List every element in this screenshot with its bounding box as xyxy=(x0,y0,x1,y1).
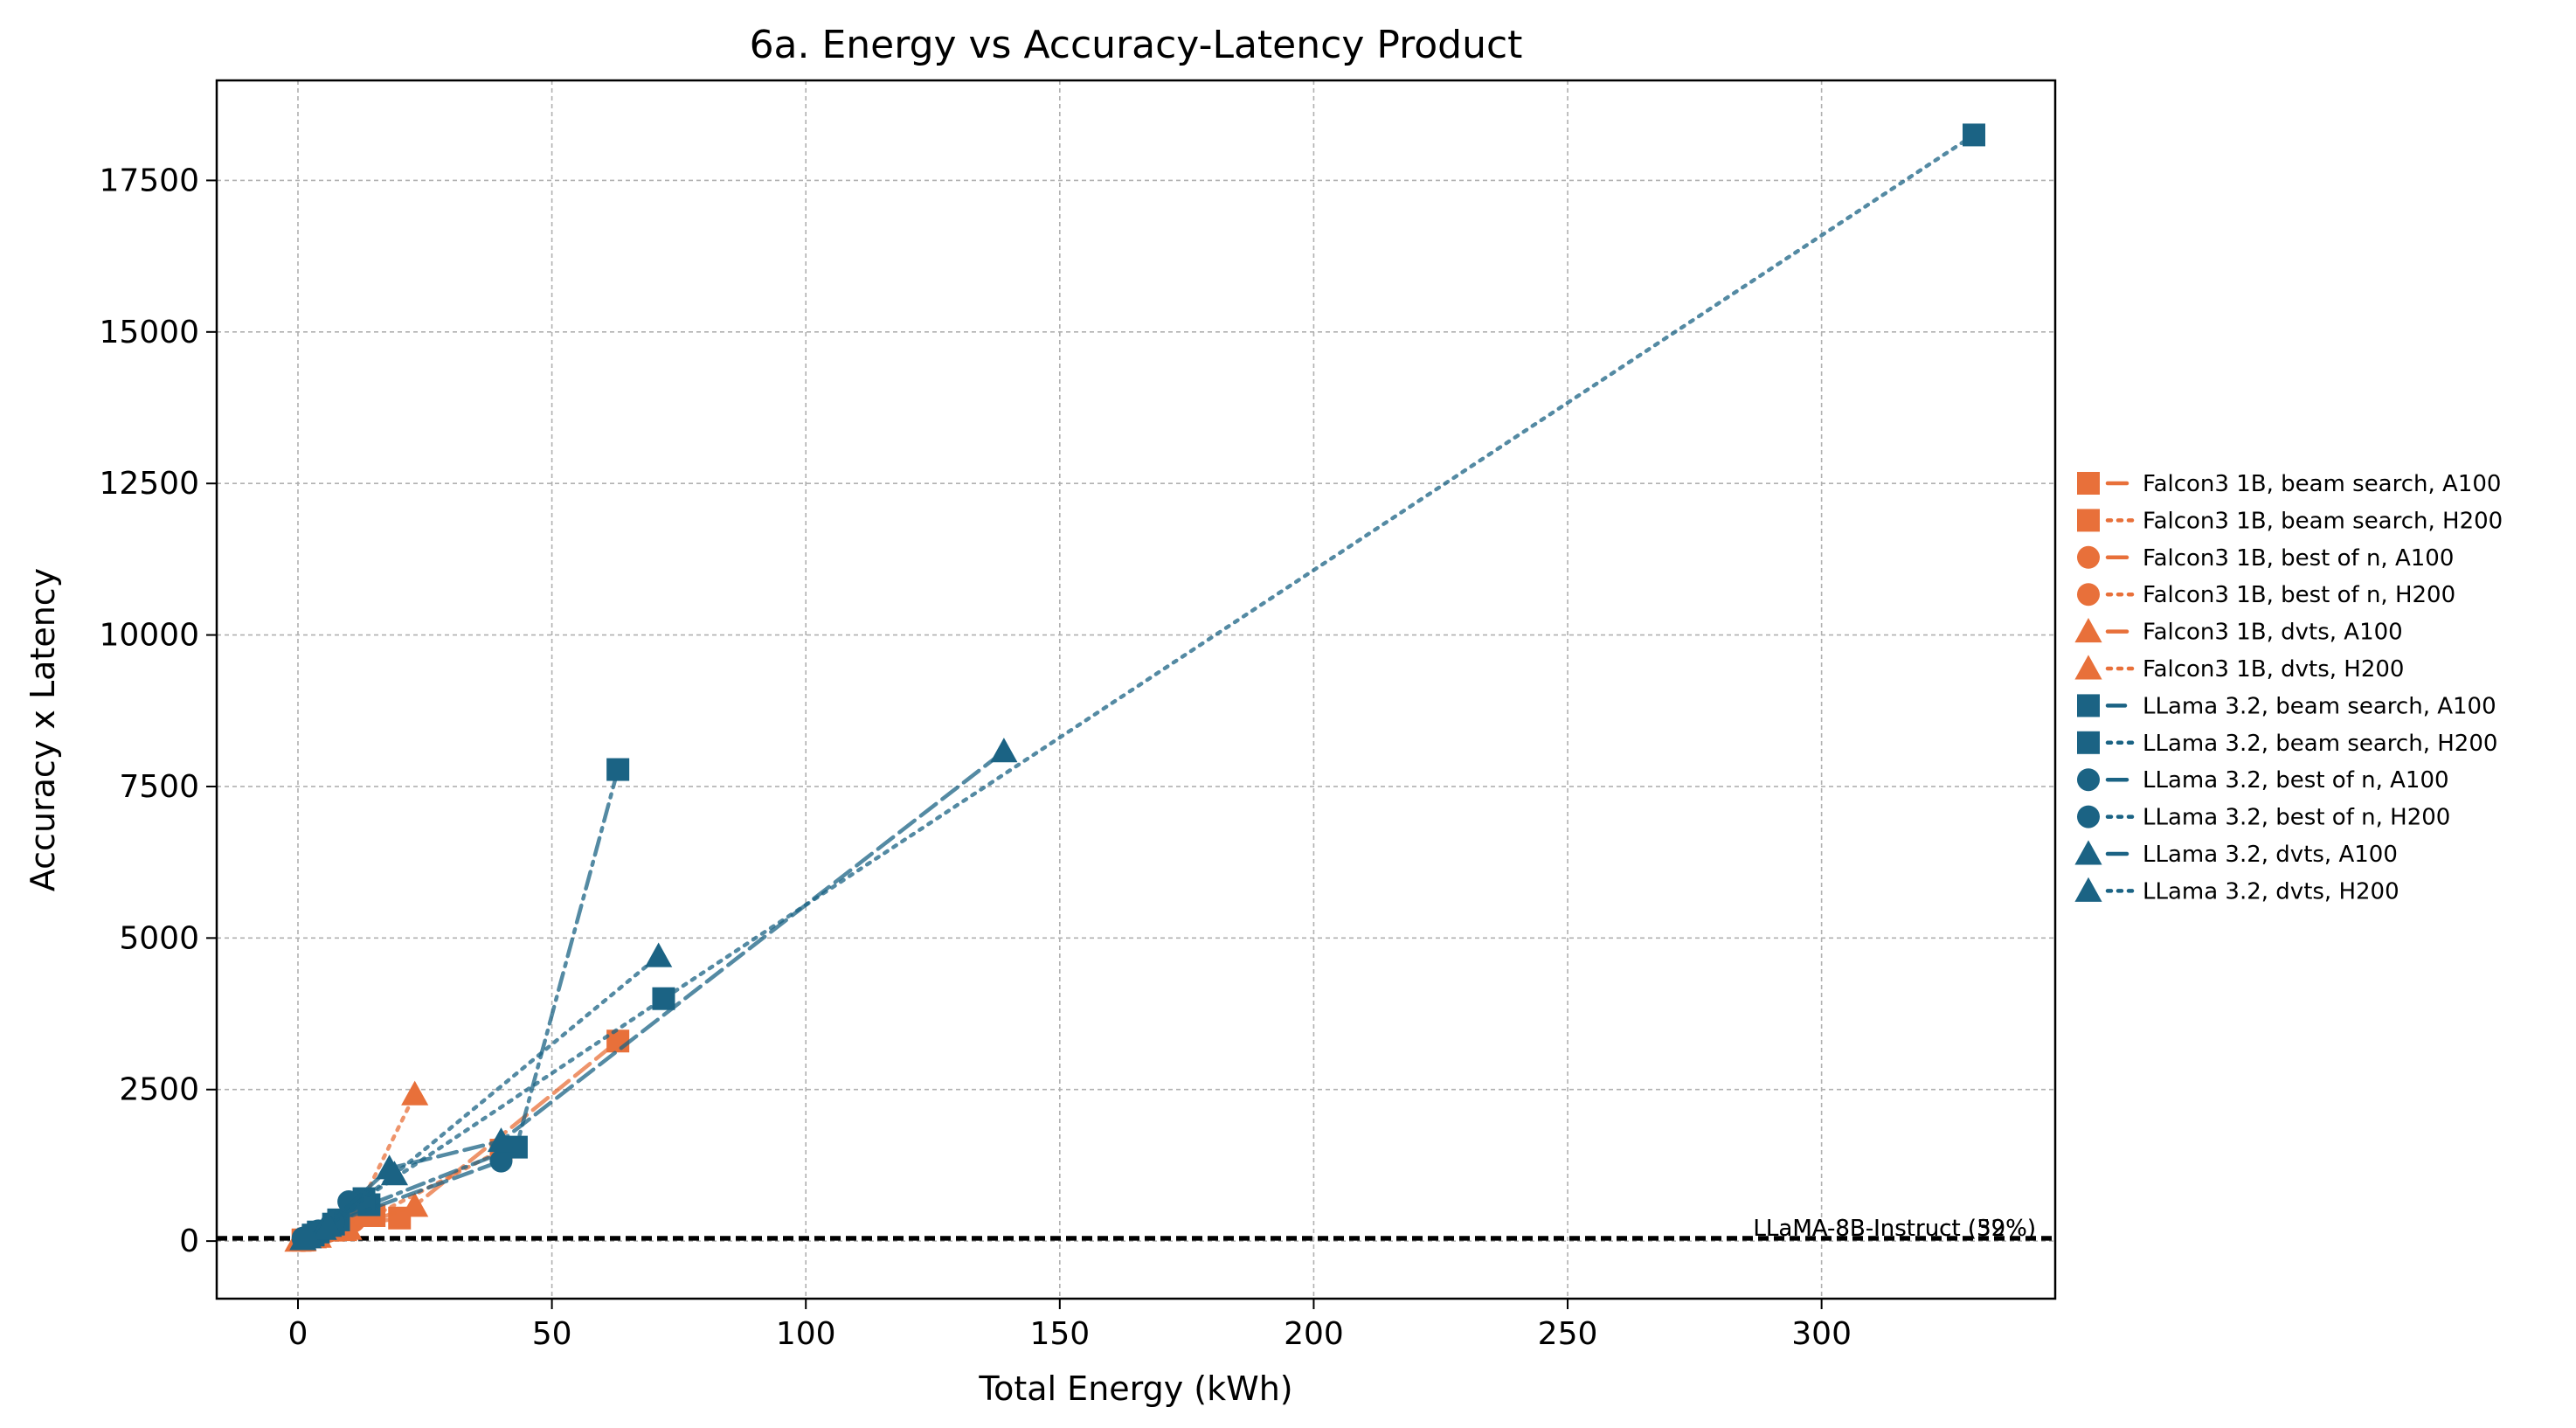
legend-label: Falcon3 1B, dvts, H200 xyxy=(2143,656,2404,683)
legend-label: LLama 3.2, beam search, H200 xyxy=(2143,731,2497,757)
data-point xyxy=(606,1029,630,1053)
y-tick-label: 7500 xyxy=(119,769,199,805)
data-point xyxy=(2077,472,2100,495)
legend-entry: LLama 3.2, dvts, A100 xyxy=(2074,840,2398,868)
x-tick-label: 250 xyxy=(1538,1316,1598,1352)
y-axis-title: Accuracy x Latency xyxy=(24,568,62,891)
data-point xyxy=(380,1161,409,1186)
y-tick-label: 12500 xyxy=(99,466,199,502)
legend-label: LLama 3.2, dvts, H200 xyxy=(2143,878,2399,905)
series-group xyxy=(294,942,673,1249)
plot-frame xyxy=(215,79,2057,1300)
data-point xyxy=(2077,583,2100,607)
data-point xyxy=(2074,655,2102,680)
x-tick-label: 50 xyxy=(532,1316,572,1352)
y-tick-label: 2500 xyxy=(119,1072,199,1108)
data-point xyxy=(337,1190,361,1214)
legend-entry: Falcon3 1B, beam search, H200 xyxy=(2077,508,2503,534)
series-group xyxy=(307,123,1986,1244)
data-point xyxy=(2077,694,2100,717)
legend-entry: LLama 3.2, beam search, A100 xyxy=(2077,693,2496,719)
x-tick-label: 0 xyxy=(288,1316,308,1352)
grid xyxy=(217,80,2055,1299)
data-point xyxy=(606,758,630,781)
legend-entry: Falcon3 1B, best of n, H200 xyxy=(2077,582,2455,608)
chart-title: 6a. Energy vs Accuracy-Latency Product xyxy=(750,23,1523,67)
legend-label: Falcon3 1B, beam search, A100 xyxy=(2143,471,2501,497)
data-point xyxy=(652,987,675,1010)
y-tick-label: 15000 xyxy=(99,315,199,350)
legend-label: Falcon3 1B, best of n, A100 xyxy=(2143,545,2454,572)
data-point xyxy=(401,1192,429,1217)
y-tick-label: 0 xyxy=(179,1224,199,1259)
data-point xyxy=(401,1080,429,1106)
legend-label: Falcon3 1B, beam search, H200 xyxy=(2143,508,2503,534)
legend-entry: Falcon3 1B, best of n, A100 xyxy=(2077,545,2454,572)
x-tick-label: 150 xyxy=(1029,1316,1090,1352)
legend-entry: LLama 3.2, best of n, H200 xyxy=(2077,805,2450,831)
data-point xyxy=(2074,877,2102,902)
y-tick-label: 5000 xyxy=(119,920,199,956)
data-point xyxy=(990,738,1018,763)
ticks: 0 50 100 150 200 250 300 0 2500 5000 7500 10000 1250… xyxy=(99,163,1852,1352)
legend-entry: Falcon3 1B, dvts, A100 xyxy=(2074,618,2403,646)
series-line xyxy=(315,133,1977,1234)
data-point xyxy=(315,1212,343,1237)
data-point xyxy=(489,1149,513,1173)
reference-line-label: LLaMA-8B-Instruct (32%) xyxy=(1753,1216,2036,1242)
data-point xyxy=(2077,768,2100,792)
series-line xyxy=(311,767,620,1237)
legend-label: Falcon3 1B, dvts, A100 xyxy=(2143,620,2403,646)
legend-label: LLama 3.2, best of n, A100 xyxy=(2143,767,2449,794)
legend-label: LLama 3.2, dvts, A100 xyxy=(2143,842,2398,868)
x-tick-label: 200 xyxy=(1284,1316,1344,1352)
legend-label: LLama 3.2, beam search, A100 xyxy=(2143,693,2496,719)
legend-entry: Falcon3 1B, dvts, H200 xyxy=(2074,655,2404,683)
data-point xyxy=(294,1224,322,1249)
y-tick-label: 10000 xyxy=(99,618,199,654)
legend-entry: LLama 3.2, dvts, H200 xyxy=(2074,877,2399,905)
reference-lines: LLaMA-8B-Instruct (32%)LLaMA-8B-Instruct… xyxy=(217,1216,2055,1242)
legend-label: Falcon3 1B, best of n, H200 xyxy=(2143,582,2455,608)
data-point xyxy=(1963,123,1986,147)
series xyxy=(284,123,1986,1252)
legend-label: LLama 3.2, best of n, H200 xyxy=(2143,805,2450,831)
legend-entry: LLama 3.2, best of n, A100 xyxy=(2077,767,2449,794)
legend-entry: LLama 3.2, beam search, H200 xyxy=(2077,731,2497,757)
data-point xyxy=(2074,840,2102,865)
data-point xyxy=(2077,545,2100,569)
data-point xyxy=(487,1127,516,1153)
data-point xyxy=(2077,805,2100,828)
x-tick-label: 100 xyxy=(776,1316,836,1352)
x-tick-label: 300 xyxy=(1791,1316,1852,1352)
data-point xyxy=(2077,731,2100,754)
legend-entry: Falcon3 1B, beam search, A100 xyxy=(2077,471,2501,497)
x-axis-title: Total Energy (kWh) xyxy=(978,1369,1292,1408)
data-point xyxy=(2077,509,2100,532)
y-tick-label: 17500 xyxy=(99,163,199,198)
legend: Falcon3 1B, beam search, A100 Falcon3 1B,… xyxy=(2074,471,2503,905)
data-point xyxy=(645,942,673,967)
data-point xyxy=(2074,618,2102,643)
reference-line-label: LLaMA-8B-Instruct (59%) xyxy=(1753,1216,2036,1242)
